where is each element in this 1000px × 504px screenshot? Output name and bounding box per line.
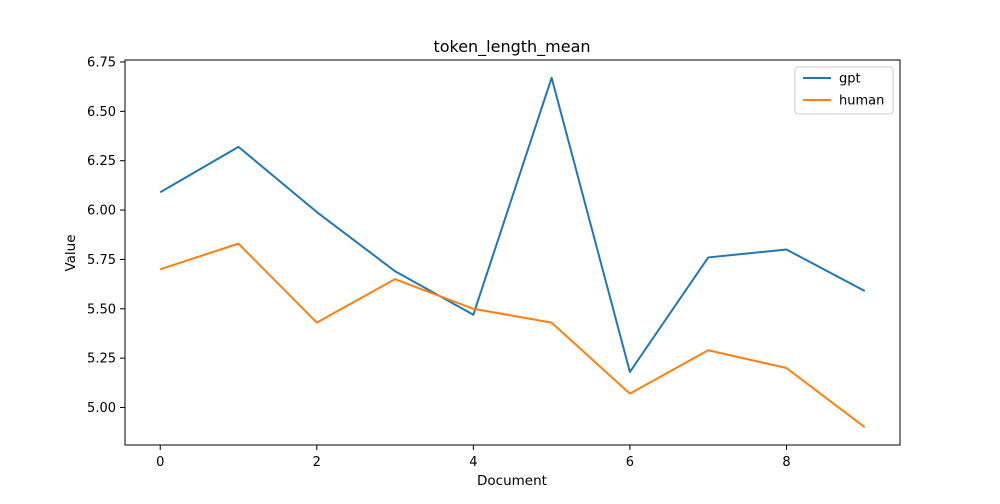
x-tick-label: 2: [313, 455, 321, 470]
y-tick-label: 5.50: [87, 302, 116, 317]
y-tick-label: 5.75: [87, 253, 116, 268]
y-tick-label: 5.00: [87, 401, 116, 416]
x-tick-label: 6: [626, 455, 634, 470]
y-tick-label: 6.25: [87, 154, 116, 169]
x-axis-label: Document: [477, 473, 547, 489]
y-tick-label: 6.00: [87, 204, 116, 219]
x-tick-label: 8: [782, 455, 790, 470]
y-axis-label: Value: [63, 234, 79, 271]
y-tick-label: 6.75: [87, 55, 116, 70]
chart-title: token_length_mean: [433, 37, 590, 57]
y-tick-label: 5.25: [87, 352, 116, 367]
y-tick-label: 6.50: [87, 105, 116, 120]
x-tick-label: 0: [156, 455, 164, 470]
legend-label-gpt: gpt: [839, 72, 861, 87]
legend: gpt human: [795, 67, 893, 114]
legend-label-human: human: [839, 94, 884, 109]
x-tick-label: 4: [469, 455, 477, 470]
